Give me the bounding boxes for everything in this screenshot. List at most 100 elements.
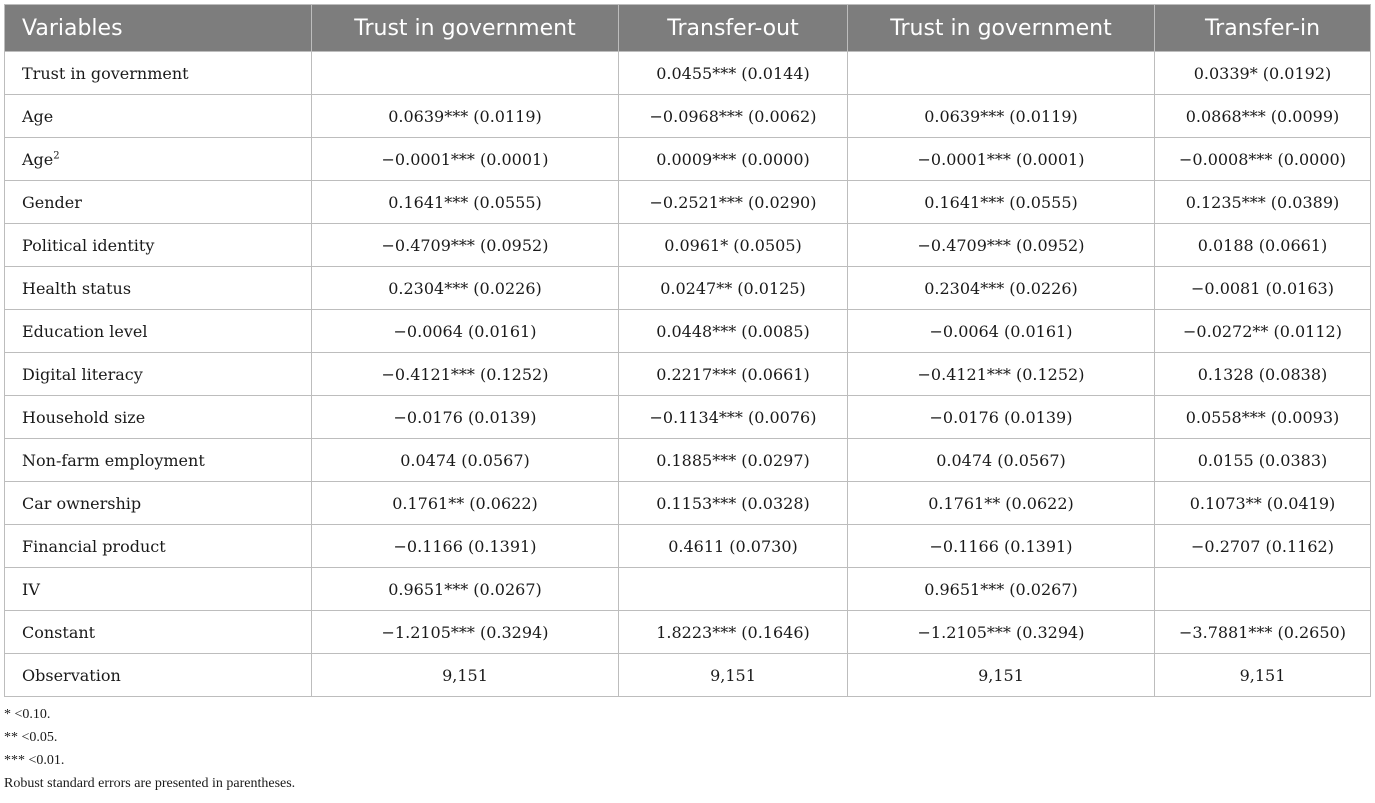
table-cell: 0.0639*** (0.0119)	[847, 94, 1155, 138]
table-cell: −0.4121*** (0.1252)	[847, 352, 1155, 396]
row-label-cell: Political identity	[4, 223, 312, 267]
table-cell: 0.4611 (0.0730)	[618, 524, 848, 568]
table-body: Trust in government 0.0455*** (0.0144) 0.0…	[4, 51, 1371, 697]
row-label-cell: Age	[4, 94, 312, 138]
row-label: Education level	[22, 321, 148, 341]
row-label-cell: Gender	[4, 180, 312, 224]
table-cell: −0.2521*** (0.0290)	[618, 180, 848, 224]
row-label: Household size	[22, 407, 146, 427]
table-cell: 9,151	[618, 653, 848, 697]
row-label: Health status	[22, 278, 132, 298]
table-cell: −0.2707 (0.1162)	[1154, 524, 1371, 568]
table-cell: 0.2304*** (0.0226)	[311, 266, 619, 310]
table-cell: −0.1166 (0.1391)	[311, 524, 619, 568]
row-label-cell: Financial product	[4, 524, 312, 568]
table-cell: 0.1761** (0.0622)	[847, 481, 1155, 525]
table-cell: −0.1166 (0.1391)	[847, 524, 1155, 568]
header-transfer-out: Transfer-out	[618, 4, 848, 52]
row-label-cell: IV	[4, 567, 312, 611]
table-cell: 0.0339* (0.0192)	[1154, 51, 1371, 95]
row-label: Non-farm employment	[22, 450, 205, 470]
table-cell: 0.1641*** (0.0555)	[847, 180, 1155, 224]
table-cell: −0.0176 (0.0139)	[311, 395, 619, 439]
table-cell: 0.1328 (0.0838)	[1154, 352, 1371, 396]
row-label: Digital literacy	[22, 364, 143, 384]
row-label: Financial product	[22, 536, 166, 556]
table-cell: −0.0176 (0.0139)	[847, 395, 1155, 439]
table-cell: −0.1134*** (0.0076)	[618, 395, 848, 439]
row-label: Age	[22, 106, 54, 126]
row-label-cell: Car ownership	[4, 481, 312, 525]
table-cell: 0.0455*** (0.0144)	[618, 51, 848, 95]
regression-results-table: Variables Trust in government Transfer-o…	[4, 4, 1371, 697]
table-cell	[1154, 567, 1371, 611]
table-cell	[618, 567, 848, 611]
table-cell: 0.0155 (0.0383)	[1154, 438, 1371, 482]
table-cell: 0.1641*** (0.0555)	[311, 180, 619, 224]
table-row: Education level −0.0064 (0.0161) 0.0448***…	[4, 309, 1371, 353]
table-cell: 9,151	[847, 653, 1155, 697]
table-row: Observation 9,151 9,151 9,151 9,151	[4, 653, 1371, 697]
table-cell: 0.1235*** (0.0389)	[1154, 180, 1371, 224]
note-significance-01: *** <0.01.	[4, 753, 65, 768]
table-row: Age2 −0.0001*** (0.0001) 0.0009*** (0.0000…	[4, 137, 1371, 181]
table-row: Household size −0.0176 (0.0139) −0.1134***…	[4, 395, 1371, 439]
table-row: IV 0.9651*** (0.0267) 0.9651*** (0.0267)	[4, 567, 1371, 611]
table-cell: 0.9651*** (0.0267)	[311, 567, 619, 611]
table-cell	[847, 51, 1155, 95]
row-label: IV	[22, 579, 40, 599]
table-cell: 0.2304*** (0.0226)	[847, 266, 1155, 310]
table-cell: 0.0448*** (0.0085)	[618, 309, 848, 353]
table-cell: −0.0272** (0.0112)	[1154, 309, 1371, 353]
table-cell: 0.0247** (0.0125)	[618, 266, 848, 310]
header-variables: Variables	[4, 4, 312, 52]
note-significance-05: ** <0.05.	[4, 730, 58, 745]
table-cell: −0.0001*** (0.0001)	[311, 137, 619, 181]
table-cell: 0.0474 (0.0567)	[847, 438, 1155, 482]
table-cell: 0.0188 (0.0661)	[1154, 223, 1371, 267]
row-label-cell: Non-farm employment	[4, 438, 312, 482]
header-trust-in-government-2: Trust in government	[847, 4, 1155, 52]
row-label-cell: Age2	[4, 137, 312, 181]
table-cell: −0.0968*** (0.0062)	[618, 94, 848, 138]
table-cell: 0.1761** (0.0622)	[311, 481, 619, 525]
table-cell: 0.0558*** (0.0093)	[1154, 395, 1371, 439]
table-cell: 0.1073** (0.0419)	[1154, 481, 1371, 525]
table-cell: −0.0008*** (0.0000)	[1154, 137, 1371, 181]
table-cell	[311, 51, 619, 95]
table-cell: 0.0961* (0.0505)	[618, 223, 848, 267]
table-cell: 0.2217*** (0.0661)	[618, 352, 848, 396]
table-cell: −1.2105*** (0.3294)	[847, 610, 1155, 654]
row-label-cell: Trust in government	[4, 51, 312, 95]
note-robust-errors: Robust standard errors are presented in …	[4, 776, 296, 791]
table-cell: 0.0009*** (0.0000)	[618, 137, 848, 181]
row-label: Political identity	[22, 235, 155, 255]
results-table-container: Variables Trust in government Transfer-o…	[4, 4, 1371, 795]
table-cell: −3.7881*** (0.2650)	[1154, 610, 1371, 654]
row-label-cell: Household size	[4, 395, 312, 439]
table-row: Constant −1.2105*** (0.3294) 1.8223*** (0.…	[4, 610, 1371, 654]
row-label: Car ownership	[22, 493, 142, 513]
table-cell: −0.0064 (0.0161)	[847, 309, 1155, 353]
row-label: Constant	[22, 622, 96, 642]
row-label-cell: Education level	[4, 309, 312, 353]
row-label: Gender	[22, 192, 82, 212]
table-cell: 0.0474 (0.0567)	[311, 438, 619, 482]
row-label-cell: Health status	[4, 266, 312, 310]
table-cell: −0.0001*** (0.0001)	[847, 137, 1155, 181]
header-transfer-in: Transfer-in	[1154, 4, 1371, 52]
table-cell: −1.2105*** (0.3294)	[311, 610, 619, 654]
table-row: Non-farm employment 0.0474 (0.0567) 0.1885…	[4, 438, 1371, 482]
row-label: Trust in government	[22, 63, 189, 83]
table-cell: 0.1885*** (0.0297)	[618, 438, 848, 482]
table-cell: 9,151	[311, 653, 619, 697]
table-cell: 0.0639*** (0.0119)	[311, 94, 619, 138]
row-label: Observation	[22, 665, 121, 685]
table-cell: −0.4709*** (0.0952)	[311, 223, 619, 267]
table-notes: * <0.10. ** <0.05. *** <0.01. Robust sta…	[4, 703, 1370, 795]
table-cell: 0.9651*** (0.0267)	[847, 567, 1155, 611]
table-cell: −0.0081 (0.0163)	[1154, 266, 1371, 310]
table-cell: 0.1153*** (0.0328)	[618, 481, 848, 525]
table-cell: −0.4121*** (0.1252)	[311, 352, 619, 396]
table-row: Financial product −0.1166 (0.1391) 0.4611 …	[4, 524, 1371, 568]
